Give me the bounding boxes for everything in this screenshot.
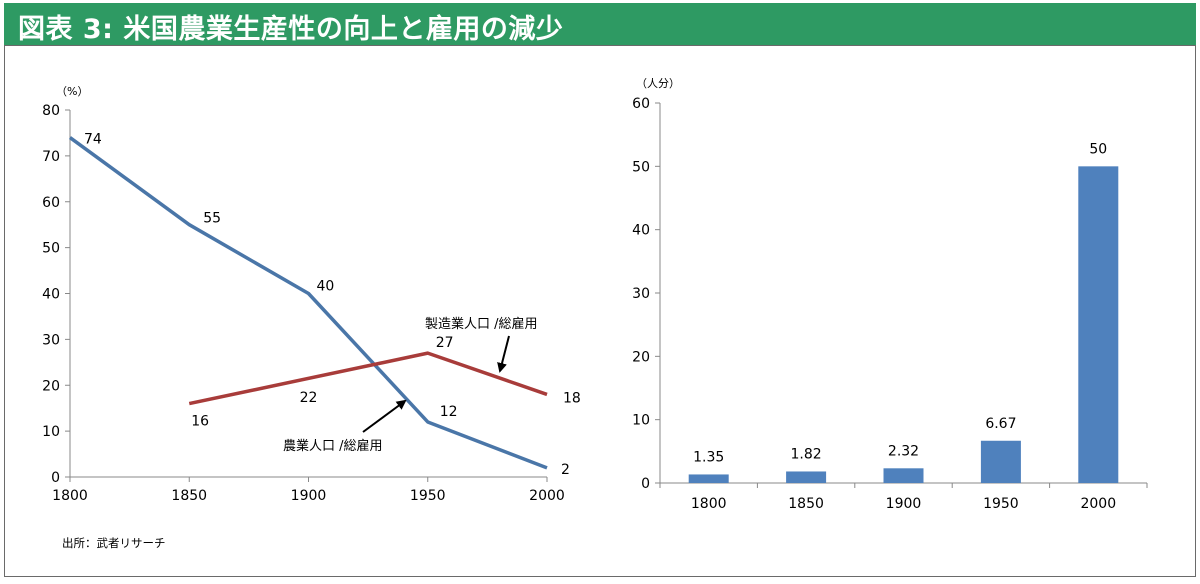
y-tick-label: 60 — [42, 195, 60, 211]
source-note: 出所：武者リサーチ — [62, 536, 166, 550]
line-series-manufacturing — [188, 351, 548, 406]
line-chart-unit-label: （%） — [56, 85, 88, 98]
bar-data-label: 1.82 — [791, 446, 822, 462]
bar-data-label: 1.35 — [693, 449, 724, 465]
y-tick-label: 60 — [632, 96, 650, 112]
x-tick-label: 2000 — [1080, 496, 1116, 512]
bar-chart-y-ticks: 0 10 20 30 40 50 60 — [632, 96, 660, 492]
y-tick-label: 50 — [42, 241, 60, 257]
y-tick-label: 40 — [42, 287, 60, 303]
x-tick-label: 1800 — [52, 488, 88, 504]
bar-chart: （人分） 0 10 20 30 40 50 60 1.35 1.82 2.32 6.67 50 18… — [632, 77, 1148, 512]
y-tick-label: 0 — [51, 470, 60, 486]
data-label-agriculture: 40 — [317, 279, 335, 295]
page-title: 図表 3: 米国農業生産性の向上と雇用の減少 — [18, 14, 564, 45]
y-tick-label: 20 — [42, 378, 60, 394]
bar-chart-unit-label: （人分） — [636, 77, 680, 90]
bar — [1078, 166, 1119, 484]
y-tick-label: 0 — [641, 476, 650, 492]
bar-chart-axes — [659, 103, 1148, 488]
data-label-manufacturing: 22 — [300, 390, 318, 406]
data-label-manufacturing: 18 — [563, 390, 581, 406]
y-tick-label: 30 — [632, 286, 650, 302]
x-tick-label: 1800 — [691, 496, 727, 512]
bar — [786, 471, 827, 483]
x-tick-label: 1900 — [886, 496, 922, 512]
data-label-agriculture: 12 — [440, 404, 458, 420]
x-tick-label: 1950 — [983, 496, 1019, 512]
annotation-arrow-manufacturing — [497, 335, 510, 373]
data-label-agriculture: 55 — [203, 211, 221, 227]
y-tick-label: 70 — [42, 149, 60, 165]
annotation-arrow-agriculture — [362, 399, 407, 433]
data-label-agriculture: 2 — [561, 462, 570, 478]
bar-chart-data-labels: 1.35 1.82 2.32 6.67 50 — [693, 141, 1107, 465]
y-tick-label: 40 — [632, 223, 650, 239]
bar-data-label: 50 — [1089, 141, 1107, 157]
annotation-manufacturing: 製造業人口 /総雇用 — [425, 316, 538, 332]
x-tick-label: 1850 — [171, 488, 207, 504]
x-tick-label: 1900 — [291, 488, 327, 504]
y-tick-label: 10 — [632, 413, 650, 429]
y-tick-label: 80 — [42, 103, 60, 119]
y-tick-label: 30 — [42, 332, 60, 348]
bar-chart-bars — [688, 166, 1119, 484]
line-chart-series — [68, 136, 548, 470]
y-tick-label: 50 — [632, 159, 650, 175]
y-tick-label: 20 — [632, 349, 650, 365]
line-chart-y-ticks: 0 10 20 30 40 50 60 70 80 — [42, 103, 70, 486]
data-label-manufacturing: 27 — [436, 335, 454, 351]
bar-data-label: 2.32 — [888, 443, 919, 459]
bar — [980, 440, 1021, 483]
bar — [883, 468, 924, 483]
line-series-agriculture — [68, 136, 548, 470]
x-tick-label: 1950 — [410, 488, 446, 504]
bar-data-label: 6.67 — [985, 416, 1016, 432]
bar — [688, 474, 729, 483]
figure-frame — [4, 45, 1196, 577]
data-label-manufacturing: 16 — [191, 414, 209, 430]
y-tick-label: 10 — [42, 424, 60, 440]
bar-chart-x-ticks: 1800 1850 1900 1950 2000 — [691, 496, 1116, 512]
line-chart-data-labels: 74 55 40 12 2 16 27 18 22 — [84, 132, 581, 478]
x-tick-label: 2000 — [529, 488, 565, 504]
line-chart-x-ticks: 1800 1850 1900 1950 2000 — [52, 477, 565, 504]
annotation-agriculture: 農業人口 /総雇用 — [283, 438, 383, 454]
x-tick-label: 1850 — [788, 496, 824, 512]
title-bar: 図表 3: 米国農業生産性の向上と雇用の減少 — [4, 3, 1196, 45]
data-label-agriculture: 74 — [84, 132, 102, 148]
